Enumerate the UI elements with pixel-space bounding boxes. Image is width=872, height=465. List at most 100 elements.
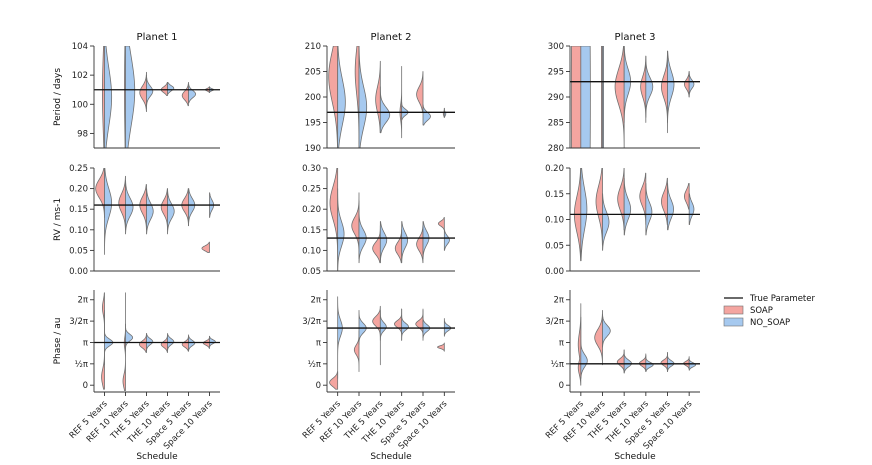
y-tick-label: 0.20 xyxy=(302,205,321,215)
violin-no-soap-half xyxy=(443,318,452,337)
violin-no-soap-half xyxy=(104,46,113,148)
violin-soap-half xyxy=(181,82,189,107)
violin-1 xyxy=(570,46,591,148)
y-tick-label: 0.20 xyxy=(69,185,88,195)
violin-no-soap-half xyxy=(358,46,368,148)
violin-no-soap-half xyxy=(688,71,695,98)
violin-soap-half xyxy=(328,46,339,148)
violin-soap-half xyxy=(661,50,668,123)
legend: True Parameter SOAP NO_SOAP xyxy=(723,294,815,328)
violin-area xyxy=(577,303,697,386)
violin-2 xyxy=(118,175,134,235)
violin-soap-half xyxy=(640,55,647,123)
y-tick-label: 3/2π xyxy=(69,317,88,327)
violin-6 xyxy=(201,192,215,253)
y-tick-label: 104 xyxy=(72,42,88,52)
violin-1 xyxy=(329,296,343,390)
violin-2 xyxy=(594,310,611,366)
y-tick-label: 290 xyxy=(548,93,564,103)
violin-area xyxy=(101,292,216,392)
ylabel-row-1: Period / days xyxy=(53,68,63,126)
violin-no-soap-half xyxy=(688,193,695,226)
panel-title: Planet 3 xyxy=(615,32,656,43)
y-tick-label: 3/2π xyxy=(545,317,564,327)
violin-soap-half xyxy=(201,241,210,253)
ylabel-row-3: Phase / au xyxy=(53,318,63,365)
violin-soap-half xyxy=(95,168,105,218)
violin-1 xyxy=(102,46,113,148)
violin-5 xyxy=(416,71,431,126)
y-tick-label: 98 xyxy=(77,129,88,139)
violin-no-soap-half xyxy=(146,188,154,235)
violin-3 xyxy=(139,71,154,112)
violin-6 xyxy=(437,217,450,251)
violin-no-soap-half xyxy=(422,221,430,260)
violin-no-soap-half xyxy=(667,50,675,134)
panel-title: Planet 1 xyxy=(137,32,178,43)
violin-no-soap-half xyxy=(146,74,154,110)
violin-3 xyxy=(372,221,388,264)
y-tick-label: 0 xyxy=(83,381,88,391)
y-tick-label: 0.05 xyxy=(69,246,88,256)
violin-4 xyxy=(639,172,653,236)
violin-soap-half xyxy=(616,349,625,374)
violin-no-soap-half xyxy=(667,183,674,231)
y-tick-label: ½π xyxy=(75,360,88,370)
violin-2 xyxy=(351,192,367,264)
violin-no-soap-half xyxy=(602,46,604,148)
violin-5 xyxy=(660,352,675,372)
violin-no-soap-half xyxy=(443,229,450,251)
violin-5 xyxy=(181,188,196,227)
violin-soap-half xyxy=(139,71,147,112)
violin-soap-half xyxy=(415,308,424,338)
violin-area xyxy=(328,46,447,148)
y-tick-label: 0 xyxy=(559,381,564,391)
violin-4 xyxy=(394,308,409,341)
violin-soap-half xyxy=(351,192,360,260)
violin-2 xyxy=(595,168,610,251)
violin-no-soap-half xyxy=(125,179,134,235)
violin-no-soap-half xyxy=(104,168,113,255)
violin-area xyxy=(102,46,215,148)
violin-6 xyxy=(684,71,695,98)
violin-no-soap-half xyxy=(645,183,653,236)
violin-soap-half xyxy=(394,229,403,264)
violin-soap-half xyxy=(595,168,603,246)
violin-5 xyxy=(661,50,675,134)
y-tick-label: 0.10 xyxy=(302,246,321,256)
violin-no-soap-half xyxy=(422,310,431,341)
violin-no-soap-half xyxy=(602,314,611,348)
violin-3 xyxy=(372,305,387,366)
y-tick-label: 0.10 xyxy=(69,226,88,236)
violin-no-soap-half xyxy=(167,82,175,95)
violin-soap-half xyxy=(617,168,625,231)
y-tick-label: 100 xyxy=(72,100,88,110)
violin-no-soap-half xyxy=(188,83,197,104)
violin-no-soap-half xyxy=(401,221,409,264)
violin-2 xyxy=(354,46,368,148)
violin-1 xyxy=(95,168,113,255)
y-tick-label: 190 xyxy=(305,144,321,154)
y-tick-label: 102 xyxy=(72,71,88,81)
y-tick-label: 0.15 xyxy=(302,226,321,236)
violin-4 xyxy=(399,66,409,139)
violin-4 xyxy=(160,82,175,96)
y-tick-label: 2π xyxy=(310,296,321,306)
y-tick-label: 300 xyxy=(548,42,564,52)
violin-soap-half xyxy=(372,225,381,264)
y-tick-label: 2π xyxy=(553,296,564,306)
violin-soap-half xyxy=(639,172,647,226)
y-tick-label: ½π xyxy=(308,360,321,370)
violin-soap-half xyxy=(614,46,625,148)
violin-soap-half xyxy=(160,82,168,96)
y-tick-label: 205 xyxy=(305,68,321,78)
violin-area xyxy=(329,296,452,390)
violin-2 xyxy=(601,46,604,148)
violin-3 xyxy=(616,349,632,374)
violin-soap-half xyxy=(437,342,445,352)
violin-soap-half xyxy=(437,217,445,231)
violin-no-soap-half xyxy=(337,46,346,148)
violin-no-soap-half xyxy=(337,296,343,379)
y-tick-label: 3/2π xyxy=(302,317,321,327)
